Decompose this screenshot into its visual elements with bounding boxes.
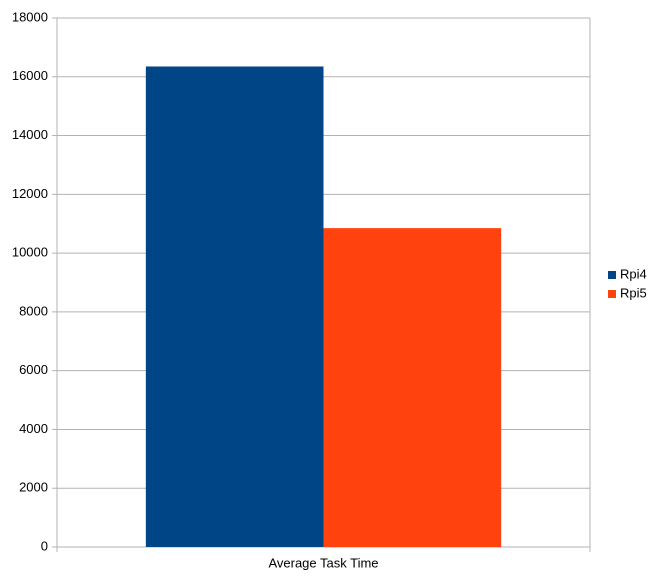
y-tick-label: 4000 (19, 421, 48, 436)
y-tick-label: 0 (41, 538, 48, 553)
y-tick-label: 14000 (12, 127, 48, 142)
y-tick-label: 8000 (19, 303, 48, 318)
bar (323, 228, 502, 547)
x-tick-label: Average Task Time (268, 555, 378, 570)
y-tick-label: 10000 (12, 245, 48, 260)
y-tick-label: 12000 (12, 186, 48, 201)
y-tick-label: 2000 (19, 480, 48, 495)
legend-label: Rpi5 (620, 285, 647, 300)
y-tick-label: 18000 (12, 9, 48, 24)
legend-swatch (608, 271, 616, 279)
legend-swatch (608, 290, 616, 298)
y-tick-label: 16000 (12, 68, 48, 83)
bar (145, 66, 324, 547)
y-tick-label: 6000 (19, 362, 48, 377)
legend-label: Rpi4 (620, 266, 647, 281)
